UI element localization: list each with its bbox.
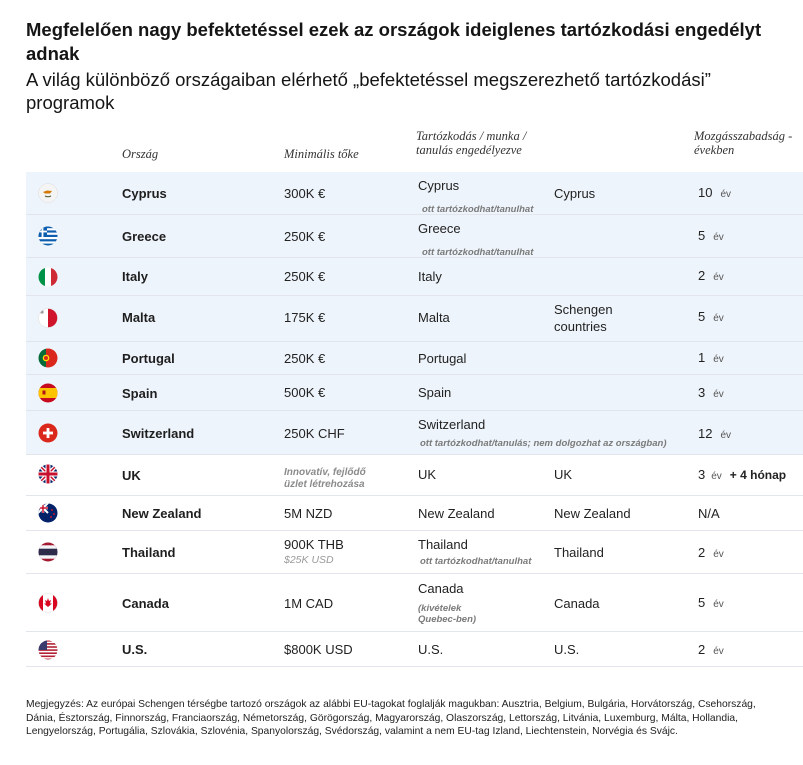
min-capital: $800K USD (284, 642, 353, 657)
country-name: Cyprus (122, 186, 167, 201)
permit-country: Greece (418, 221, 461, 236)
flag-portugal-icon (38, 348, 58, 368)
min-capital: 250K CHF (284, 426, 345, 441)
flag-new-zealand-icon (38, 503, 58, 523)
capital-usd: $25K USD (284, 554, 334, 566)
country-name: Portugal (122, 351, 175, 366)
permit-country: Thailand (418, 537, 468, 552)
min-capital: 250K € (284, 229, 326, 244)
min-capital: 250K € (284, 269, 326, 284)
country-name: Spain (122, 386, 158, 401)
table-row: Greece 250K € Greece ott tartózkodhat/ta… (26, 215, 803, 258)
permit-note: ott tartózkodhat/tanulhat (422, 204, 534, 215)
years-value: 3 év + 4 hónap (698, 467, 787, 482)
mobility-region: New Zealand (554, 506, 631, 521)
years-value: 2 év (698, 268, 724, 283)
flag-switzerland-icon (38, 423, 58, 443)
flag-italy-icon (38, 267, 58, 287)
permit-country: New Zealand (418, 506, 495, 521)
page-subtitle: A világ különböző országaiban elérhető „… (26, 69, 711, 113)
years-value: N/A (698, 506, 720, 521)
permit-country: Cyprus (418, 178, 460, 193)
flag-greece-icon (38, 226, 58, 246)
table-row: Spain 500K € Spain 3 év (26, 375, 803, 411)
permit-country: Portugal (418, 351, 467, 366)
years-value: 2 év (698, 642, 724, 657)
years-value: 2 év (698, 545, 724, 560)
min-capital: 300K € (284, 186, 326, 201)
mobility-region: Canada (554, 596, 600, 611)
country-name: New Zealand (122, 506, 202, 521)
table-row: Canada 1M CAD Canada (kivételek Quebec-b… (26, 574, 803, 632)
permit-country: Switzerland (418, 417, 486, 432)
table-row: Cyprus 300K € Cyprus ott tartózkodhat/ta… (26, 172, 803, 215)
table-row: Italy 250K € Italy 2 év (26, 258, 803, 296)
permit-note: ott tartózkodhat/tanulhat (420, 556, 532, 567)
years-value: 10 év (698, 185, 732, 200)
flag-cyprus-icon (38, 183, 58, 203)
table-row: UK Innovatív, fejlődő üzlet létrehozása … (26, 455, 803, 496)
country-name: Malta (122, 310, 156, 325)
permit-note: ott tartózkodhat/tanulhat (422, 247, 534, 258)
header-permit: Tartózkodás / munka / tanulás engedélyez… (416, 129, 527, 157)
country-name: Italy (122, 269, 149, 284)
header-capital: Minimális tőke (284, 147, 359, 161)
years-value: 5 év (698, 228, 724, 243)
flag-uk-icon (38, 464, 58, 484)
permit-country: Canada (418, 581, 464, 596)
header-country: Ország (122, 147, 159, 161)
flag-canada-icon (38, 593, 58, 613)
years-extra: + 4 hónap (729, 468, 787, 482)
permit-country: Malta (418, 310, 450, 325)
years-value: 5 év (698, 309, 724, 324)
permit-country: U.S. (418, 642, 444, 657)
permit-note: ott tartózkodhat/tanulás; nem dolgozhat … (420, 438, 667, 449)
country-name: Thailand (122, 545, 176, 560)
table-row: Portugal 250K € Portugal 1 év (26, 342, 803, 375)
country-name: Switzerland (122, 426, 195, 441)
country-name: Canada (122, 596, 169, 611)
header-mobility: Mozgásszabadság - években (694, 129, 793, 157)
years-value: 3 év (698, 385, 724, 400)
country-name: U.S. (122, 642, 148, 657)
permit-country: Spain (418, 385, 452, 400)
min-capital: 250K € (284, 351, 326, 366)
permit-country: Italy (418, 269, 442, 284)
table-row: U.S. $800K USD U.S. U.S. 2 év (26, 632, 803, 667)
mobility-region: Cyprus (554, 186, 596, 201)
mobility-region: Schengen countries (554, 302, 613, 334)
mobility-region: U.S. (554, 642, 580, 657)
permit-note: (kivételek Quebec-ben) (418, 603, 477, 625)
table-row: New Zealand 5M NZD New Zealand New Zeala… (26, 496, 803, 531)
years-value: 5 év (698, 595, 724, 610)
country-name: Greece (122, 229, 167, 244)
min-capital: 1M CAD (284, 596, 334, 611)
mobility-region: UK (554, 467, 573, 482)
permit-country: UK (418, 467, 437, 482)
page-title: Megfelelően nagy befektetéssel ezek az o… (26, 19, 762, 64)
years-value: 12 év (698, 426, 732, 441)
table-row: Switzerland 250K CHF Switzerland ott tar… (26, 411, 803, 455)
flag-malta-icon (38, 308, 58, 328)
flag-thailand-icon (38, 542, 58, 562)
flag-spain-icon (38, 383, 58, 403)
flag-us-icon (38, 640, 58, 660)
table-row: Thailand 900K THB $25K USD Thailand ott … (26, 531, 803, 574)
min-capital: 5M NZD (284, 506, 333, 521)
years-value: 1 év (698, 350, 724, 365)
min-capital: Innovatív, fejlődő üzlet létrehozása (284, 467, 366, 490)
mobility-region: Thailand (554, 545, 604, 560)
footnote: Megjegyzés: Az európai Schengen térségbe… (26, 699, 756, 737)
country-name: UK (122, 468, 141, 483)
min-capital: 500K € (284, 385, 326, 400)
min-capital: 175K € (284, 310, 326, 325)
min-capital: 900K THB (284, 537, 344, 552)
